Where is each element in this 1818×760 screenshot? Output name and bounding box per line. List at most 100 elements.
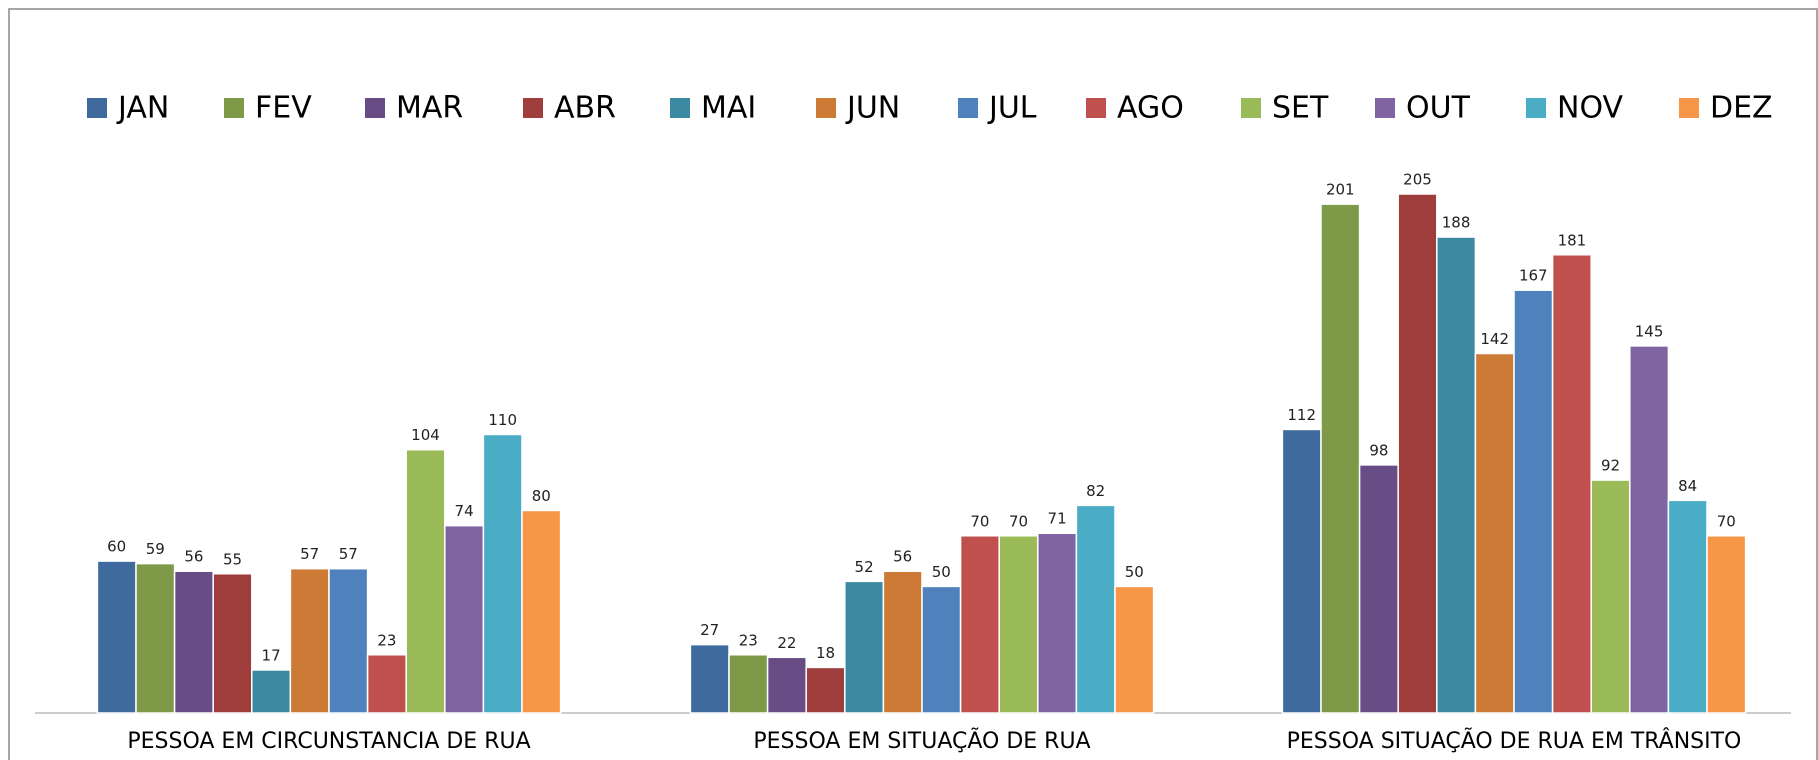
legend-label: MAR — [396, 91, 463, 126]
value-label: 27 — [700, 621, 719, 639]
value-label: 56 — [893, 548, 912, 566]
value-label: 52 — [855, 558, 874, 576]
legend-label: NOV — [1557, 91, 1624, 126]
legend-label: FEV — [255, 91, 312, 126]
value-label: 70 — [1717, 512, 1736, 530]
legend-label: JUN — [845, 91, 900, 126]
x-tick-label: PESSOA EM SITUAÇÃO DE RUA — [753, 727, 1090, 754]
value-label: 104 — [411, 426, 440, 444]
legend-swatch — [1086, 98, 1106, 118]
bar — [1706, 535, 1747, 714]
bar — [1551, 254, 1592, 714]
bar — [251, 669, 292, 714]
value-label: 98 — [1369, 441, 1388, 459]
bar — [1436, 236, 1477, 714]
bar — [366, 654, 407, 714]
legend-swatch — [365, 98, 385, 118]
bar — [689, 643, 730, 714]
value-label: 23 — [739, 631, 758, 649]
legend-swatch — [670, 98, 690, 118]
x-tick-label: PESSOA EM CIRCUNSTANCIA DE RUA — [127, 729, 530, 754]
value-label: 71 — [1048, 510, 1067, 528]
bar — [482, 433, 523, 714]
bar — [289, 567, 330, 714]
value-label: 181 — [1558, 231, 1587, 249]
value-label: 22 — [777, 634, 796, 652]
bar — [1075, 504, 1116, 714]
legend-label: MAI — [701, 91, 756, 126]
bar — [212, 573, 253, 714]
legend-label: JAN — [116, 91, 169, 126]
legend-swatch — [1526, 98, 1546, 118]
value-label: 18 — [816, 644, 835, 662]
legend-label: JUL — [987, 91, 1037, 126]
bar — [1358, 464, 1399, 714]
value-label: 59 — [146, 540, 165, 558]
bar — [1667, 499, 1708, 714]
bar — [1037, 532, 1078, 714]
legend-label: AGO — [1117, 91, 1184, 126]
value-label: 92 — [1601, 457, 1620, 475]
bar — [959, 535, 1000, 714]
bar — [405, 448, 446, 714]
value-label: 70 — [970, 512, 989, 530]
legend-swatch — [1375, 98, 1395, 118]
legend-label: SET — [1272, 91, 1329, 126]
bar — [998, 535, 1039, 714]
bar — [1397, 193, 1438, 714]
bar — [328, 567, 369, 714]
legend-label: OUT — [1406, 91, 1471, 126]
bar — [1590, 479, 1631, 714]
bar — [96, 560, 137, 714]
value-label: 201 — [1326, 181, 1355, 199]
bar — [882, 570, 923, 714]
bar — [521, 509, 562, 714]
value-label: 56 — [184, 548, 203, 566]
bar — [728, 654, 769, 714]
value-label: 57 — [339, 545, 358, 563]
bar — [173, 570, 214, 714]
value-label: 74 — [455, 502, 474, 520]
value-label: 55 — [223, 550, 242, 568]
bar — [1629, 345, 1670, 714]
value-label: 70 — [1009, 512, 1028, 530]
value-label: 82 — [1086, 482, 1105, 500]
bar — [1281, 428, 1322, 714]
legend-swatch — [958, 98, 978, 118]
bar — [1114, 585, 1155, 714]
legend-swatch — [1679, 98, 1699, 118]
value-label: 84 — [1678, 477, 1697, 495]
value-label: 110 — [488, 411, 517, 429]
bar — [444, 524, 485, 714]
value-label: 80 — [532, 487, 551, 505]
value-label: 60 — [107, 538, 126, 556]
legend-swatch — [523, 98, 543, 118]
x-tick-label: PESSOA SITUAÇÃO DE RUA EM TRÂNSITO — [1287, 727, 1742, 754]
bar — [844, 580, 885, 714]
value-label: 50 — [1125, 563, 1144, 581]
legend-swatch — [224, 98, 244, 118]
bar — [766, 656, 807, 714]
bar — [1474, 352, 1515, 714]
value-label: 17 — [262, 646, 281, 664]
legend-swatch — [816, 98, 836, 118]
value-label: 167 — [1519, 267, 1548, 285]
value-label: 142 — [1480, 330, 1509, 348]
bar — [921, 585, 962, 714]
value-label: 112 — [1287, 406, 1316, 424]
legend-label: DEZ — [1710, 91, 1773, 126]
value-label: 205 — [1403, 171, 1432, 189]
legend-swatch — [87, 98, 107, 118]
value-label: 57 — [300, 545, 319, 563]
value-label: 145 — [1635, 322, 1664, 340]
value-label: 188 — [1442, 214, 1471, 232]
bar — [1513, 289, 1554, 714]
bar — [1320, 203, 1361, 714]
legend-label: ABR — [554, 91, 616, 126]
legend-swatch — [1241, 98, 1261, 118]
bar — [805, 666, 846, 714]
value-label: 23 — [377, 631, 396, 649]
value-label: 50 — [932, 563, 951, 581]
